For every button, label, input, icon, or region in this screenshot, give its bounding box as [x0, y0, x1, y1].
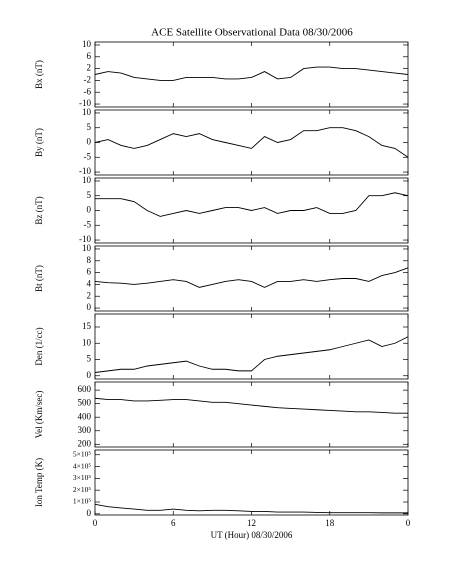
y-tick-label: 4 — [87, 278, 92, 288]
y-tick-label: -10 — [79, 166, 91, 176]
y-axis-label: By (nT) — [34, 128, 44, 157]
y-tick-label: 10 — [82, 337, 92, 347]
y-axis-label: Vel (Km/sec) — [34, 391, 44, 439]
y-tick-label: 1×10⁵ — [73, 497, 91, 506]
x-tick-label: 12 — [247, 518, 256, 528]
y-tick-label: -10 — [79, 98, 91, 108]
data-line — [94, 127, 409, 158]
data-line — [94, 267, 409, 288]
y-tick-label: 10 — [82, 39, 92, 49]
y-tick-label: -6 — [84, 86, 92, 96]
y-tick-label: 400 — [78, 411, 92, 421]
y-tick-label: 0 — [87, 370, 92, 380]
y-tick-label: 5 — [87, 354, 92, 364]
data-line — [94, 503, 408, 514]
y-axis-label: Ion Temp (K) — [34, 458, 44, 507]
y-tick-label: 200 — [78, 438, 92, 448]
y-axis-label: Den (1/cc) — [34, 327, 44, 365]
y-tick-label: 0 — [87, 137, 92, 147]
x-tick-label: 18 — [325, 518, 335, 528]
y-tick-label: 5 — [87, 122, 92, 132]
x-tick-label: 0 — [93, 518, 98, 528]
y-tick-label: 5×10⁵ — [73, 449, 91, 458]
y-tick-label: 15 — [82, 321, 92, 331]
x-tick-label: 6 — [171, 518, 176, 528]
y-axis-label: Bz (nT) — [34, 196, 44, 224]
data-line — [95, 192, 409, 217]
x-axis-label: UT (Hour) 08/30/2006 — [211, 530, 293, 540]
y-tick-label: 500 — [78, 398, 92, 408]
chart-title: ACE Satellite Observational Data 08/30/2… — [151, 27, 353, 39]
data-line — [94, 336, 409, 373]
y-axis-label: Bt (nT) — [34, 265, 44, 292]
data-line — [94, 66, 409, 81]
y-tick-label: 300 — [78, 425, 92, 435]
y-tick-label: 6 — [87, 51, 92, 61]
y-tick-label: -10 — [79, 234, 91, 244]
y-tick-label: 5 — [87, 190, 92, 200]
y-tick-label: 10 — [82, 243, 92, 253]
y-tick-label: 10 — [82, 107, 92, 117]
x-tick-label: 0 — [406, 518, 411, 528]
y-tick-label: 8 — [87, 255, 92, 265]
y-axis-label: Bx (nT) — [34, 60, 44, 89]
y-tick-label: 10 — [82, 175, 92, 185]
y-tick-label: 0 — [87, 205, 92, 215]
y-tick-label: 2 — [87, 290, 92, 300]
y-tick-label: 0 — [87, 302, 92, 312]
data-line — [94, 397, 408, 414]
y-tick-label: 4×10⁵ — [73, 461, 91, 470]
y-tick-label: 6 — [87, 267, 92, 277]
y-tick-label: 2×10⁵ — [73, 485, 91, 494]
y-tick-label: -5 — [84, 151, 92, 161]
y-tick-label: 0 — [87, 508, 92, 518]
y-tick-label: -2 — [84, 74, 92, 84]
y-tick-label: -5 — [84, 219, 92, 229]
y-tick-label: 600 — [78, 384, 92, 394]
y-tick-label: 3×10⁵ — [73, 473, 91, 482]
y-tick-label: 2 — [87, 63, 92, 73]
